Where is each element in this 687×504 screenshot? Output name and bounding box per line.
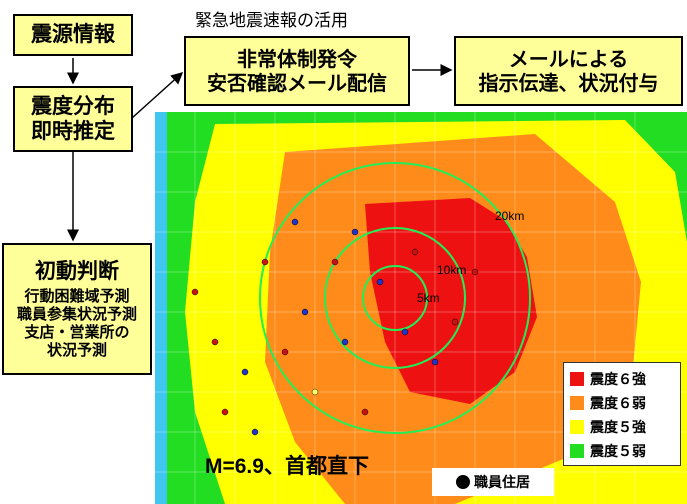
legend-label: 震度５弱	[590, 444, 646, 460]
legend-row: 震度５強	[570, 415, 674, 439]
staff-residence-label: 職員住居	[474, 475, 530, 491]
initial-line-2: 職員参集状況予測	[16, 305, 137, 324]
diagram-title: 緊急地震速報の活用	[195, 11, 348, 31]
initial-judgment-title: 初動判断	[35, 258, 119, 283]
black-dot-icon	[456, 475, 470, 489]
source-info-label: 震源情報	[31, 22, 115, 47]
estimate-line-1: 震度分布	[31, 93, 115, 118]
ring-label-10km: 10km	[437, 263, 466, 277]
legend-swatch	[570, 444, 584, 458]
legend-swatch	[570, 396, 584, 410]
order-line-1: 非常体制発令	[237, 47, 357, 71]
source-info-box: 震源情報	[13, 14, 133, 56]
legend-row: 震度６弱	[570, 391, 674, 415]
initial-line-3: 支店・営業所の	[24, 323, 130, 342]
legend-row: 震度６強	[570, 367, 674, 391]
legend-label: 震度６強	[590, 372, 646, 388]
intensity-legend: 震度６強 震度６弱 震度５強 震度５弱	[563, 362, 681, 466]
legend-row: 震度５弱	[570, 439, 674, 463]
emergency-order-box: 非常体制発令 安否確認メール配信	[184, 36, 410, 106]
arrow-estimate-to-order	[131, 71, 184, 119]
initial-line-4: 状況予測	[46, 341, 107, 360]
intensity-estimate-box: 震度分布 即時推定	[13, 86, 133, 152]
ring-label-5km: 5km	[417, 291, 440, 305]
legend-label: 震度６弱	[590, 396, 646, 412]
mail-instruction-box: メールによる 指示伝達、状況付与	[454, 36, 683, 106]
mail-line-2: 指示伝達、状況付与	[478, 71, 659, 95]
magnitude-label: M=6.9、首都直下	[205, 455, 369, 478]
ring-20km	[259, 162, 531, 434]
staff-home-dots	[191, 218, 479, 436]
initial-line-1: 行動困難域予測	[24, 287, 130, 306]
intensity-map: 5km 10km 20km	[155, 112, 687, 504]
ring-5km	[362, 265, 428, 331]
order-line-2: 安否確認メール配信	[207, 71, 387, 95]
distance-rings	[259, 162, 531, 434]
mail-line-1: メールによる	[508, 47, 629, 71]
estimate-line-2: 即時推定	[31, 119, 115, 143]
legend-label: 震度５強	[590, 420, 646, 436]
ring-10km	[324, 227, 466, 369]
legend-swatch	[570, 372, 584, 386]
grid-lines	[155, 112, 687, 504]
legend-swatch	[570, 420, 584, 434]
intensity-6-strong-zone	[365, 198, 537, 404]
staff-residence-legend: 職員住居	[432, 468, 554, 496]
initial-judgment-box: 初動判断 行動困難域予測 職員参集状況予測 支店・営業所の 状況予測	[2, 243, 152, 375]
ring-label-20km: 20km	[495, 209, 524, 223]
